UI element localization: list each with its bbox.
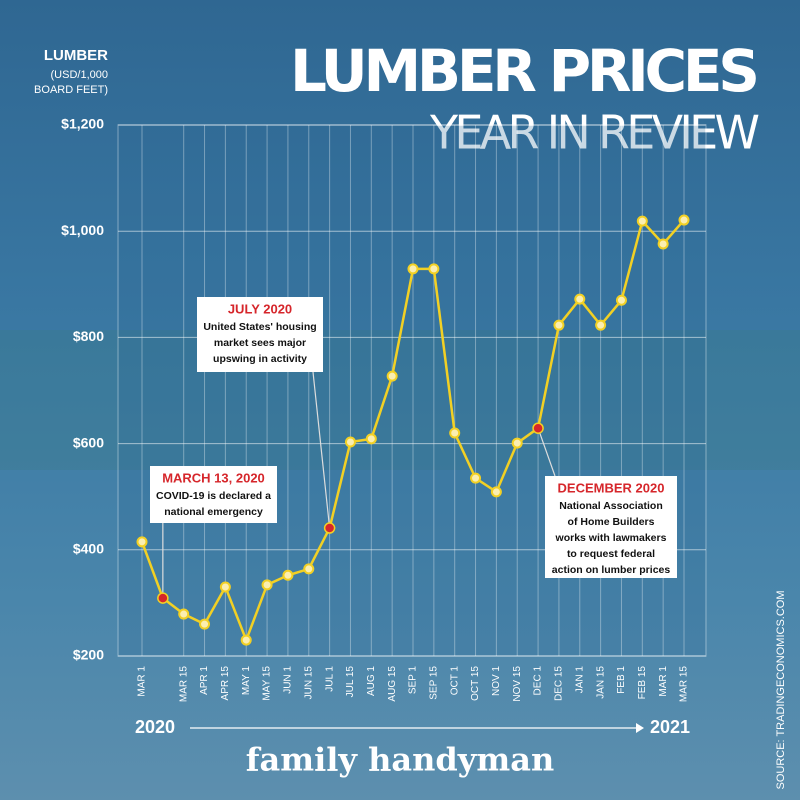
annotation-text: COVID-19 is declared a — [156, 490, 271, 502]
x-tick-label: DEC 1 — [533, 666, 544, 696]
y-tick-label: $1,200 — [61, 116, 104, 132]
x-tick-label: JUL 1 — [324, 666, 335, 692]
data-point — [178, 608, 190, 620]
data-point — [678, 214, 690, 226]
data-point — [199, 618, 211, 630]
annotation-title: JULY 2020 — [228, 301, 292, 316]
annotation-text: market sees major — [214, 337, 306, 349]
x-tick-label: JAN 1 — [574, 666, 585, 694]
annotation-text: upswing in activity — [213, 353, 307, 365]
x-tick-label: DEC 15 — [554, 666, 565, 701]
data-point — [490, 486, 502, 498]
x-tick-label: SEP 1 — [408, 666, 419, 695]
x-tick-label: MAR 1 — [137, 666, 148, 697]
x-tick-label: MAY 15 — [262, 666, 273, 701]
chart-title: LUMBER PRICES — [290, 37, 760, 105]
data-point — [303, 563, 315, 575]
data-point — [261, 579, 273, 591]
data-point — [657, 238, 669, 250]
brand: family handyman — [246, 741, 555, 779]
data-point — [615, 294, 627, 306]
x-tick-label: SEP 15 — [428, 666, 439, 700]
data-point — [636, 215, 648, 227]
y-axis-label: (USD/1,000 — [51, 69, 108, 81]
x-tick-label: AUG 15 — [387, 666, 398, 702]
x-tick-label: MAR 15 — [178, 666, 189, 703]
data-point — [407, 263, 419, 275]
x-tick-label: JAN 15 — [595, 666, 606, 699]
data-point — [428, 263, 440, 275]
annotation-box — [197, 297, 323, 372]
x-tick-label: NOV 15 — [512, 666, 523, 702]
x-tick-label: OCT 1 — [449, 666, 460, 696]
annotation-box — [150, 466, 277, 523]
x-tick-label: NOV 1 — [491, 666, 502, 696]
x-tick-label: MAR 1 — [658, 666, 669, 697]
data-point — [386, 370, 398, 382]
data-point — [365, 433, 377, 445]
annotation-text: national emergency — [164, 506, 263, 518]
background-band — [0, 330, 800, 470]
annotation-point — [323, 522, 336, 534]
data-point — [470, 472, 482, 484]
annotation-title: DECEMBER 2020 — [558, 480, 665, 495]
x-tick-label: MAY 1 — [241, 666, 252, 696]
annotation-text: works with lawmakers — [555, 532, 667, 544]
y-axis-label: BOARD FEET) — [34, 84, 108, 96]
x-tick-label: JUN 1 — [283, 666, 294, 694]
annotation-text: National Association — [559, 500, 662, 512]
x-tick-label: APR 15 — [220, 666, 231, 701]
timeline-arrow-head — [636, 723, 644, 733]
x-tick-label: AUG 1 — [366, 666, 377, 696]
year-label: 2021 — [650, 717, 690, 737]
y-tick-label: $600 — [73, 434, 104, 450]
annotation-point — [532, 422, 544, 434]
data-point — [553, 319, 565, 331]
data-point — [574, 293, 586, 305]
annotation-text: of Home Builders — [568, 516, 655, 528]
x-tick-label: FEB 1 — [616, 666, 627, 694]
annotation-text: action on lumber prices — [552, 564, 671, 576]
annotation-box — [545, 476, 677, 578]
y-tick-label: $1,000 — [61, 222, 104, 238]
year-label: 2020 — [135, 717, 175, 737]
annotation-point — [157, 592, 169, 604]
x-tick-label: FEB 15 — [637, 666, 648, 700]
data-point — [282, 569, 294, 581]
annotation-title: MARCH 13, 2020 — [162, 470, 265, 485]
annotation-text: United States' housing — [203, 321, 316, 333]
annotation-connector — [537, 428, 556, 477]
chart-subtitle: YEAR IN REVIEW — [429, 106, 760, 160]
data-point — [219, 581, 231, 593]
x-tick-label: MAR 15 — [679, 666, 690, 703]
x-tick-label: APR 1 — [199, 666, 210, 695]
data-point — [344, 436, 356, 448]
y-tick-label: $400 — [73, 541, 104, 557]
data-point — [449, 427, 461, 439]
data-point — [511, 437, 523, 449]
source: SOURCE: TRADINGECONOMICS.COM — [775, 590, 787, 789]
data-point — [595, 319, 607, 331]
data-point — [240, 634, 252, 646]
x-tick-label: JUL 15 — [345, 666, 356, 698]
y-tick-label: $800 — [73, 328, 104, 344]
x-tick-label: JUN 15 — [303, 666, 314, 700]
y-axis-label: LUMBER — [44, 47, 108, 64]
y-tick-label: $200 — [73, 647, 104, 663]
annotation-text: to request federal — [567, 548, 655, 560]
data-point — [136, 536, 148, 548]
annotation-connector — [312, 371, 331, 529]
x-tick-label: OCT 15 — [470, 666, 481, 701]
